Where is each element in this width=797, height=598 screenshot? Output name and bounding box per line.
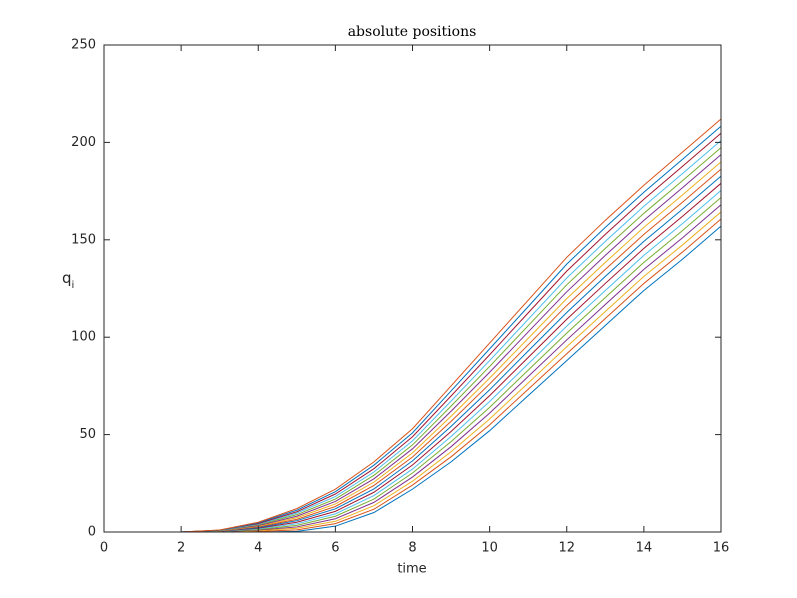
chart-title: absolute positions	[348, 24, 477, 40]
x-tick-label: 12	[558, 541, 575, 556]
x-tick-label: 16	[713, 541, 730, 556]
series-line	[104, 225, 722, 533]
series-line	[104, 175, 722, 533]
series-line	[104, 211, 722, 533]
series-line	[104, 118, 722, 533]
series-line	[104, 125, 722, 533]
x-tick-label: 8	[408, 541, 416, 556]
x-tick-label: 0	[100, 541, 108, 556]
y-axis-label-main: q	[62, 269, 72, 287]
y-tick-label: 200	[71, 135, 96, 150]
x-tick-label: 2	[177, 541, 185, 556]
x-tick-label: 10	[481, 541, 498, 556]
y-axis-label: qi	[62, 269, 74, 292]
x-tick-label: 4	[254, 541, 262, 556]
x-axis-label: time	[397, 562, 426, 577]
series-line	[104, 218, 722, 533]
y-tick-label: 50	[79, 427, 96, 442]
plot-frame	[103, 44, 722, 533]
x-tick-label: 6	[331, 541, 339, 556]
series-line	[104, 204, 722, 533]
y-axis-label-subscript: i	[72, 280, 75, 291]
series-line	[104, 182, 722, 533]
series-line	[104, 154, 722, 533]
x-tick-label: 14	[636, 541, 653, 556]
y-tick-label: 100	[71, 330, 96, 345]
y-tick-label: 0	[88, 525, 96, 540]
series-line	[104, 132, 722, 533]
series-line	[104, 147, 722, 533]
y-tick-label: 250	[71, 38, 96, 53]
y-tick-label: 150	[71, 232, 96, 247]
